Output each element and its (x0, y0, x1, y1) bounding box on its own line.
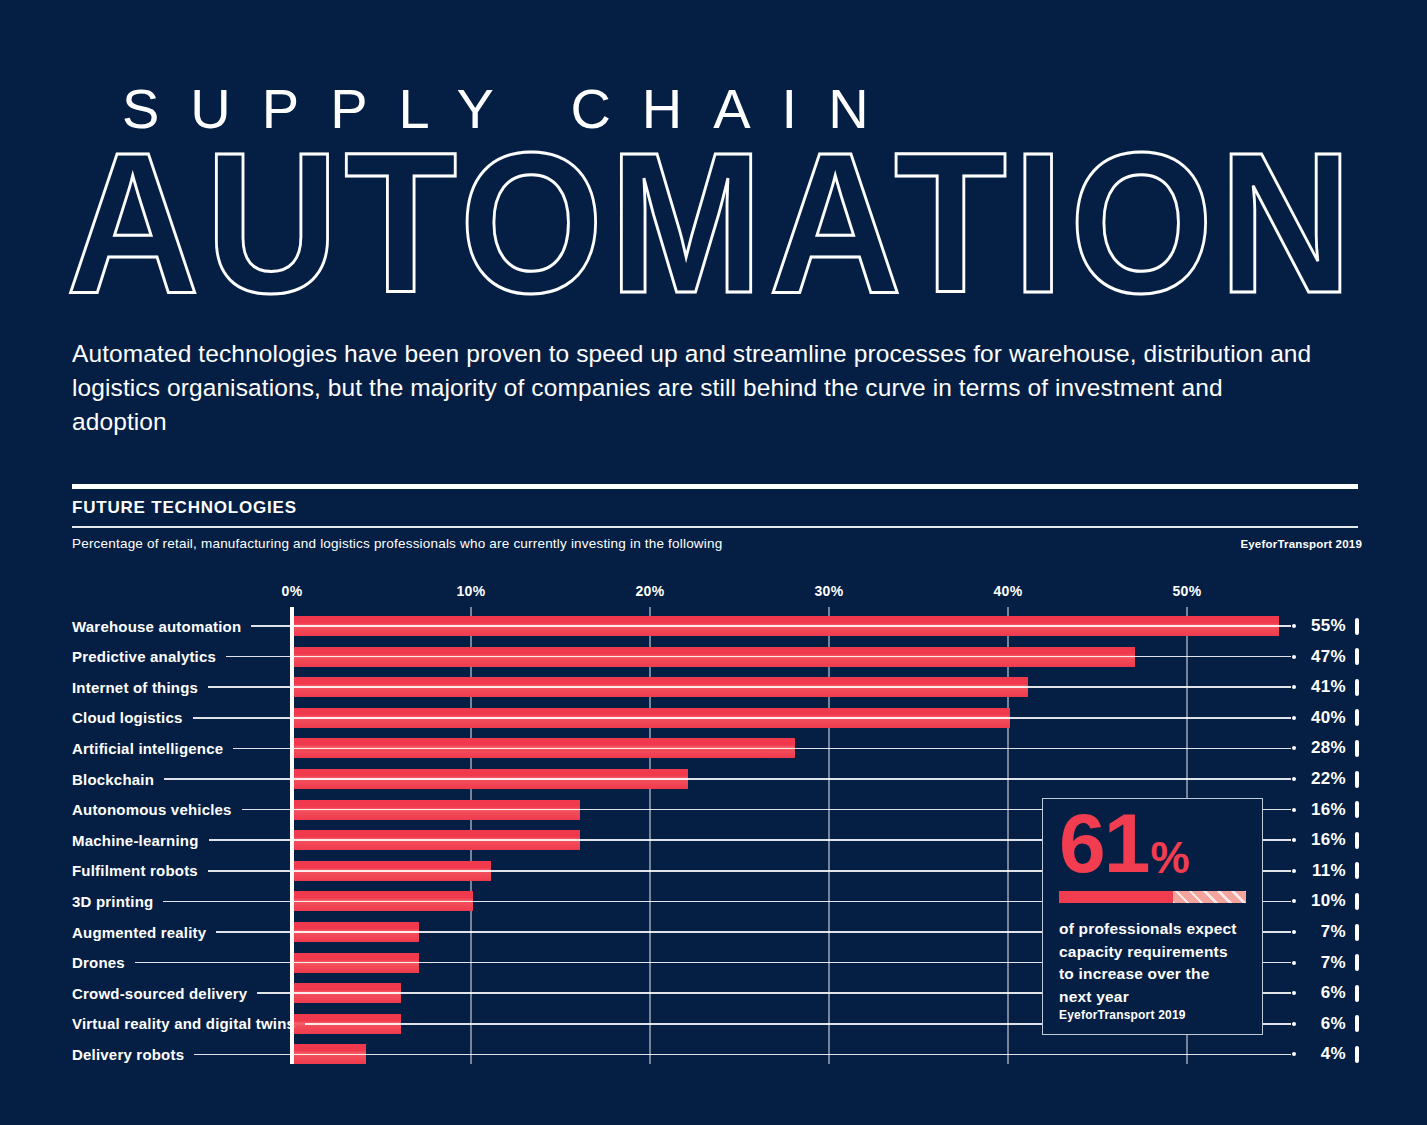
value-tick (1355, 924, 1359, 941)
axis-tick-label: 20% (615, 583, 685, 599)
axis-tick-label: 30% (794, 583, 864, 599)
category-label: Cloud logistics (72, 709, 183, 726)
leader-line (194, 1054, 1291, 1056)
category-label: Blockchain (72, 771, 154, 788)
callout-progress-bar (1059, 891, 1246, 903)
category-label: Augmented reality (72, 924, 206, 941)
value-label: 16% (1296, 830, 1346, 850)
value-tick (1355, 801, 1359, 818)
axis-tick-label: 50% (1152, 583, 1222, 599)
callout-box: 61 % of professionals expect capacity re… (1042, 798, 1263, 1035)
callout-progress-fill (1059, 891, 1173, 903)
category-label: Delivery robots (72, 1046, 184, 1063)
axis-tick-label: 0% (257, 583, 327, 599)
leader-line (193, 717, 1291, 719)
category-label: Internet of things (72, 679, 198, 696)
value-tick (1355, 618, 1359, 635)
value-label: 47% (1296, 647, 1346, 667)
category-label: Artificial intelligence (72, 740, 223, 757)
category-label: Fulfilment robots (72, 862, 198, 879)
callout-stat-number: 61 (1059, 809, 1148, 878)
leader-line (251, 625, 1291, 627)
value-label: 55% (1296, 616, 1346, 636)
value-tick (1355, 954, 1359, 971)
value-tick (1355, 832, 1359, 849)
leader-line (208, 686, 1291, 688)
value-tick (1355, 740, 1359, 757)
category-label: Drones (72, 954, 125, 971)
category-label: Warehouse automation (72, 618, 241, 635)
callout-stat: 61 % (1059, 809, 1246, 878)
category-label: Crowd-sourced delivery (72, 985, 247, 1002)
value-label: 11% (1296, 861, 1346, 881)
value-label: 28% (1296, 738, 1346, 758)
category-label: Autonomous vehicles (72, 801, 232, 818)
value-label: 6% (1296, 983, 1346, 1003)
value-tick (1355, 862, 1359, 879)
category-label: 3D printing (72, 893, 153, 910)
value-tick (1355, 648, 1359, 665)
value-tick (1355, 679, 1359, 696)
leader-line (226, 656, 1291, 658)
chart-row: Internet of things (72, 677, 1296, 697)
category-label: Predictive analytics (72, 648, 216, 665)
value-label: 22% (1296, 769, 1346, 789)
axis-tick-label: 40% (973, 583, 1043, 599)
value-label: 7% (1296, 922, 1346, 942)
chart-row: Blockchain (72, 769, 1296, 789)
value-label: 4% (1296, 1044, 1346, 1064)
callout-text: of professionals expect capacity require… (1059, 918, 1246, 1008)
chart-row: Predictive analytics (72, 647, 1296, 667)
value-tick (1355, 709, 1359, 726)
value-label: 16% (1296, 800, 1346, 820)
value-tick (1355, 893, 1359, 910)
leader-line (164, 778, 1291, 780)
value-label: 6% (1296, 1014, 1346, 1034)
value-tick (1355, 771, 1359, 788)
value-tick (1355, 1046, 1359, 1063)
callout-source: EyeforTransport 2019 (1059, 1008, 1246, 1022)
infographic-page: SUPPLY CHAIN AUTOMATION Automated techno… (0, 0, 1427, 1125)
category-label: Machine-learning (72, 832, 199, 849)
chart-row: Cloud logistics (72, 708, 1296, 728)
leader-line (233, 748, 1291, 750)
chart-row: Delivery robots (72, 1044, 1296, 1064)
axis-tick-label: 10% (436, 583, 506, 599)
value-label: 40% (1296, 708, 1346, 728)
chart-row: Artificial intelligence (72, 738, 1296, 758)
value-tick (1355, 1015, 1359, 1032)
category-label: Virtual reality and digital twins (72, 1015, 295, 1032)
value-label: 41% (1296, 677, 1346, 697)
value-label: 10% (1296, 891, 1346, 911)
chart-row: Warehouse automation (72, 616, 1296, 636)
value-label: 7% (1296, 953, 1346, 973)
value-tick (1355, 985, 1359, 1002)
callout-stat-suffix: % (1150, 838, 1189, 878)
